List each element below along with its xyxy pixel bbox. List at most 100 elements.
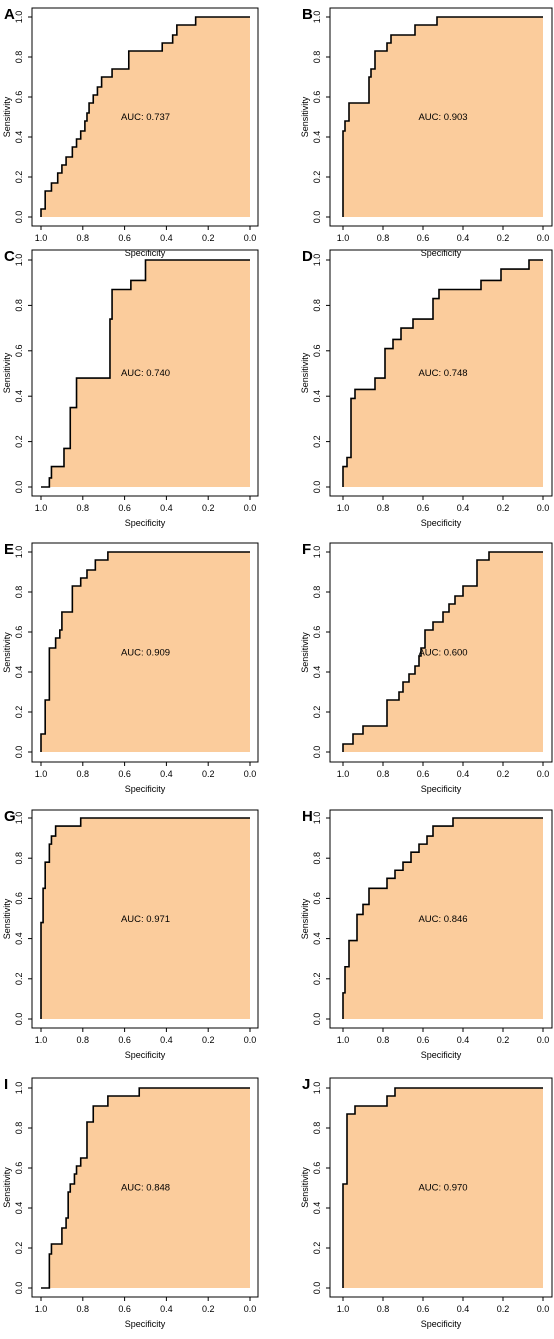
- y-tick-label: 0.6: [312, 345, 322, 358]
- panel-letter: A: [4, 6, 15, 23]
- x-tick-label: 0.6: [417, 1035, 430, 1045]
- auc-label: AUC: 0.848: [121, 1183, 170, 1194]
- y-tick-label: 1.0: [312, 11, 322, 24]
- x-tick-label: 0.8: [377, 1304, 390, 1314]
- auc-area: [343, 260, 543, 487]
- x-axis-title: Specificity: [125, 1319, 166, 1329]
- auc-area: [41, 552, 250, 752]
- x-axis-title: Specificity: [421, 1050, 462, 1060]
- auc-area: [41, 260, 250, 487]
- x-tick-label: 0.8: [77, 503, 90, 513]
- roc-curve: [40, 817, 250, 1019]
- x-tick-label: 0.4: [457, 769, 470, 779]
- y-tick-label: 0.0: [312, 1282, 322, 1295]
- plot-frame: [329, 249, 553, 497]
- x-tick-label: 0.0: [537, 503, 550, 513]
- x-tick-label: 0.2: [202, 1304, 215, 1314]
- x-tick-label: 0.4: [160, 233, 173, 243]
- y-tick-label: 0.6: [312, 1162, 322, 1175]
- y-tick-label: 0.4: [14, 666, 24, 679]
- x-tick-label: 0.6: [118, 1035, 131, 1045]
- y-tick-label: 0.8: [14, 586, 24, 599]
- x-tick-label: 0.8: [77, 769, 90, 779]
- x-axis-title: Specificity: [421, 784, 462, 794]
- x-tick-label: 1.0: [337, 1304, 350, 1314]
- x-tick-label: 0.2: [497, 1304, 510, 1314]
- x-tick-label: 0.6: [417, 769, 430, 779]
- x-tick-label: 0.6: [118, 769, 131, 779]
- x-tick-label: 0.4: [160, 1035, 173, 1045]
- y-tick-label: 0.4: [312, 666, 322, 679]
- x-tick-label: 0.6: [417, 503, 430, 513]
- plot-frame: [31, 542, 259, 763]
- y-tick-label: 0.0: [14, 1282, 24, 1295]
- roc-curve: [342, 1087, 543, 1288]
- roc-curve: [40, 16, 250, 217]
- y-tick-label: 0.8: [14, 1122, 24, 1135]
- auc-area: [41, 17, 250, 217]
- y-tick-label: 0.6: [14, 345, 24, 358]
- panel-letter: I: [4, 1076, 8, 1093]
- y-tick-label: 0.0: [14, 1013, 24, 1026]
- x-tick-label: 0.2: [202, 769, 215, 779]
- y-tick-label: 0.2: [312, 706, 322, 719]
- x-tick-label: 0.8: [377, 1035, 390, 1045]
- y-axis-title: Sensitivity: [300, 352, 310, 393]
- x-axis-title: Specificity: [125, 784, 166, 794]
- plot-frame: [31, 7, 259, 227]
- panel-letter: B: [302, 6, 313, 23]
- x-tick-label: 0.2: [202, 1035, 215, 1045]
- y-tick-label: 0.2: [14, 706, 24, 719]
- y-tick-label: 1.0: [312, 812, 322, 825]
- roc-curve: [41, 1087, 250, 1289]
- y-tick-label: 0.8: [312, 299, 322, 312]
- x-tick-label: 0.0: [244, 1035, 257, 1045]
- x-axis-title: Specificity: [421, 1319, 462, 1329]
- roc-curve: [342, 551, 543, 752]
- roc-curve: [342, 817, 543, 1019]
- y-tick-label: 0.4: [14, 1202, 24, 1215]
- auc-area: [41, 1088, 250, 1288]
- roc-panel-i: I 1.0 0.8 0.6 0.4 0.2 0.0 0.0 0.2 0.4 0.6 0.8 1.0 Spe…: [2, 1076, 259, 1329]
- panel-letter: F: [302, 541, 311, 558]
- y-tick-label: 0.0: [312, 746, 322, 759]
- panel-letter: D: [302, 248, 313, 265]
- auc-label: AUC: 0.600: [418, 648, 467, 659]
- x-tick-label: 1.0: [35, 1304, 48, 1314]
- y-tick-label: 1.0: [312, 546, 322, 559]
- auc-label: AUC: 0.740: [121, 368, 170, 379]
- y-tick-label: 0.2: [312, 973, 322, 986]
- auc-area: [343, 17, 543, 217]
- y-tick-label: 0.4: [312, 1202, 322, 1215]
- y-tick-label: 0.2: [312, 435, 322, 448]
- roc-panel-e: E1.0 0.8 0.6 0.4 0.2 0.00.00.20.40.60.81.0Spe…: [2, 541, 259, 794]
- y-tick-label: 0.2: [14, 973, 24, 986]
- x-tick-label: 1.0: [337, 1035, 350, 1045]
- auc-label: AUC: 0.748: [418, 368, 467, 379]
- x-tick-label: 1.0: [35, 1035, 48, 1045]
- auc-label: AUC: 0.971: [121, 914, 170, 925]
- y-tick-label: 0.2: [14, 1242, 24, 1255]
- x-tick-label: 0.6: [118, 503, 131, 513]
- roc-panel-g: G1.0 0.8 0.6 0.4 0.2 0.00.00.20.40.60.81.0Spe…: [2, 808, 259, 1060]
- y-tick-label: 0.0: [14, 211, 24, 224]
- y-tick-label: 1.0: [312, 1082, 322, 1095]
- x-tick-label: 0.8: [377, 233, 390, 243]
- y-tick-label: 0.2: [312, 171, 322, 184]
- x-tick-label: 1.0: [337, 503, 350, 513]
- y-tick-label: 0.6: [14, 892, 24, 905]
- y-tick-label: 0.0: [14, 746, 24, 759]
- x-tick-label: 0.8: [77, 233, 90, 243]
- y-tick-label: 0.8: [14, 299, 24, 312]
- plot-frame: [31, 1077, 259, 1298]
- y-tick-label: 0.6: [14, 1162, 24, 1175]
- x-tick-label: 0.2: [497, 1035, 510, 1045]
- y-tick-label: 0.6: [312, 892, 322, 905]
- plot-frame: [329, 1077, 553, 1298]
- x-tick-label: 0.4: [160, 769, 173, 779]
- x-tick-label: 0.0: [537, 1035, 550, 1045]
- roc-panel-a: A1.0 0.8 0.6 0.4 0.2 0.00.00.20.40.60.81.0Spe…: [2, 6, 259, 258]
- y-tick-label: 0.8: [312, 1122, 322, 1135]
- x-axis-title: Specificity: [125, 1050, 166, 1060]
